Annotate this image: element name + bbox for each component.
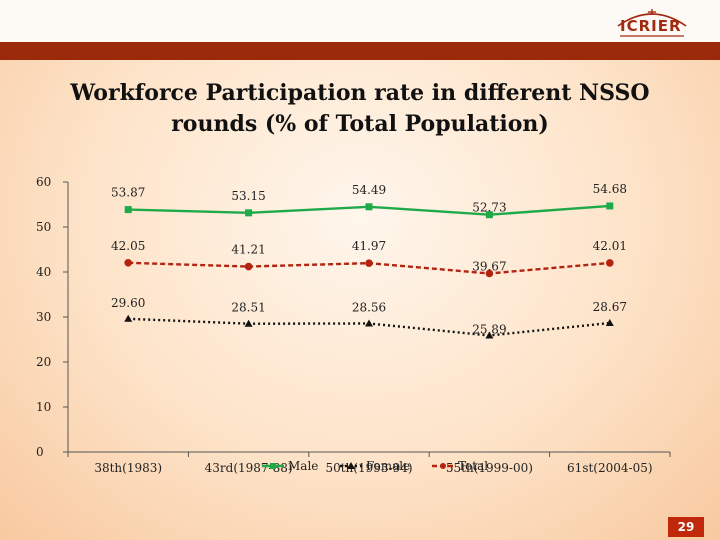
y-tick-label: 60 bbox=[36, 175, 51, 189]
title-line-2: rounds (% of Total Population) bbox=[171, 111, 549, 137]
y-tick-label: 40 bbox=[36, 265, 51, 279]
y-tick-label: 20 bbox=[36, 355, 51, 369]
data-label-male: 52.73 bbox=[472, 201, 506, 215]
legend-label: Female bbox=[366, 459, 410, 473]
legend-label: Total bbox=[458, 459, 488, 473]
data-label-total: 42.05 bbox=[111, 239, 145, 253]
data-label-female: 28.56 bbox=[352, 300, 386, 314]
data-point-female bbox=[605, 318, 614, 326]
header-rule bbox=[0, 42, 720, 60]
data-point-total bbox=[365, 259, 373, 267]
data-label-female: 25.89 bbox=[472, 322, 506, 336]
data-point-female bbox=[365, 319, 373, 327]
data-label-total: 41.97 bbox=[352, 239, 386, 253]
logo-text: ICRIER bbox=[620, 17, 682, 35]
data-point-female bbox=[485, 331, 494, 339]
data-point-total bbox=[244, 262, 253, 271]
y-tick-label: 10 bbox=[36, 400, 51, 414]
y-tick-label: 0 bbox=[36, 445, 44, 459]
x-tick-label: 43rd(1987-88) bbox=[205, 461, 293, 475]
logo-icon bbox=[617, 9, 687, 37]
data-label-female: 28.51 bbox=[231, 301, 265, 315]
data-point-male bbox=[124, 206, 132, 214]
x-tick-label: 38th(1983) bbox=[94, 461, 162, 475]
data-label-male: 54.68 bbox=[593, 182, 627, 196]
data-point-total bbox=[485, 269, 494, 278]
title-line-1: Workforce Participation rate in differen… bbox=[70, 80, 650, 106]
x-tick-label: 50th(1993-94) bbox=[325, 461, 412, 475]
header-band bbox=[0, 0, 720, 42]
data-point-male bbox=[485, 211, 493, 219]
y-tick-label: 50 bbox=[36, 220, 51, 234]
data-point-male bbox=[606, 202, 614, 210]
data-point-total bbox=[124, 258, 132, 267]
legend-marker bbox=[270, 463, 276, 469]
data-label-male: 53.87 bbox=[111, 186, 145, 200]
data-point-total bbox=[606, 259, 614, 267]
data-point-male bbox=[365, 203, 373, 211]
data-point-female bbox=[244, 319, 253, 327]
slide-title: Workforce Participation rate in differen… bbox=[40, 78, 680, 140]
legend-marker bbox=[347, 462, 355, 469]
data-point-male bbox=[245, 209, 253, 217]
data-point-female bbox=[124, 314, 133, 322]
legend-marker bbox=[440, 463, 446, 469]
data-label-total: 41.21 bbox=[231, 243, 265, 257]
data-label-male: 54.49 bbox=[352, 183, 386, 197]
y-tick-label: 30 bbox=[36, 310, 51, 324]
page-number-badge: 29 bbox=[668, 517, 704, 537]
legend-label: Male bbox=[288, 459, 318, 473]
data-label-female: 28.67 bbox=[593, 300, 627, 314]
data-label-female: 29.60 bbox=[111, 296, 145, 310]
x-tick-label: 61st(2004-05) bbox=[567, 461, 652, 475]
data-label-total: 39.67 bbox=[472, 259, 506, 273]
data-label-male: 53.15 bbox=[231, 189, 265, 203]
x-tick-label: 55th(1999-00) bbox=[446, 461, 533, 475]
data-label-total: 42.01 bbox=[593, 239, 627, 253]
